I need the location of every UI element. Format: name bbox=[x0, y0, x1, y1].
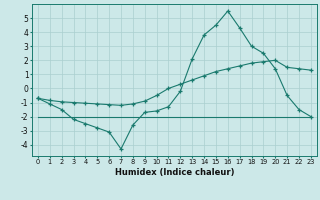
X-axis label: Humidex (Indice chaleur): Humidex (Indice chaleur) bbox=[115, 168, 234, 177]
